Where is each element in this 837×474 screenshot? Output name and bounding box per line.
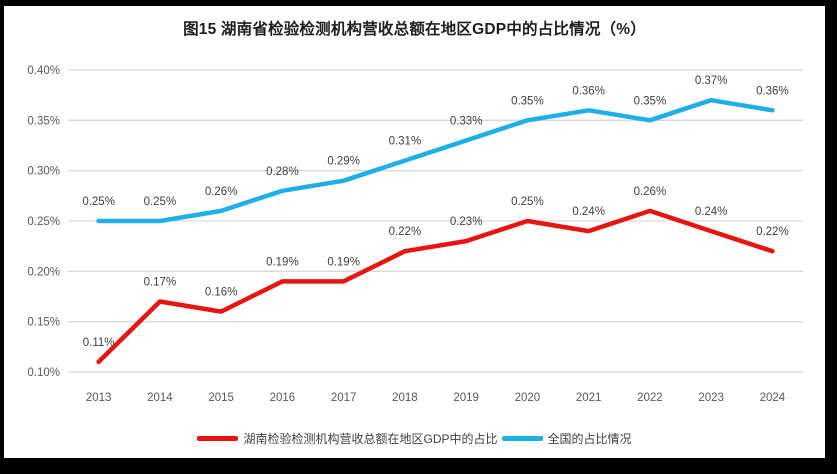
x-axis-tick-label: 2021 (576, 392, 602, 404)
y-axis-tick-label: 0.30% (27, 166, 60, 178)
data-label: 0.24% (695, 206, 728, 218)
y-axis-tick-label: 0.20% (27, 266, 60, 278)
x-axis-tick-label: 2019 (453, 392, 479, 404)
line-chart-plot-area: 0.10% 0.15% 0.20% 0.25% 0.30% 0.35% 0.40% 2013 2… (27, 65, 803, 404)
data-label: 0.36% (756, 85, 789, 97)
legend-label-national: 全国的占比情况 (547, 432, 632, 446)
data-label: 0.28% (266, 166, 299, 178)
data-label: 0.22% (756, 226, 789, 238)
data-label: 0.25% (511, 196, 544, 208)
data-label: 0.26% (634, 186, 667, 198)
x-axis-tick-label: 2023 (698, 392, 724, 404)
x-axis-tick-label: 2017 (331, 392, 357, 404)
y-axis-tick-label: 0.15% (27, 317, 60, 329)
data-label: 0.35% (511, 95, 544, 107)
data-label: 0.25% (144, 196, 177, 208)
data-label: 0.19% (327, 256, 360, 268)
y-axis-tick-label: 0.10% (27, 367, 60, 379)
x-axis-tick-label: 2013 (86, 392, 112, 404)
data-label: 0.37% (695, 75, 728, 87)
data-label: 0.22% (389, 226, 422, 238)
series-line-hunan (96, 208, 775, 365)
legend-swatch-hunan-red-line (197, 436, 239, 441)
series-line-national (96, 97, 775, 224)
data-label: 0.29% (327, 156, 360, 168)
data-label: 0.25% (82, 196, 115, 208)
data-label: 0.24% (572, 206, 605, 218)
data-label: 0.35% (634, 95, 667, 107)
data-label: 0.33% (450, 115, 483, 127)
x-axis-tick-label: 2020 (515, 392, 541, 404)
data-label: 0.31% (389, 136, 422, 148)
data-label: 0.19% (266, 256, 299, 268)
legend-item-national: 全国的占比情况 (501, 430, 632, 447)
data-label: 0.17% (144, 277, 177, 289)
x-axis-tick-label: 2018 (392, 392, 418, 404)
legend-label-hunan: 湖南检验检测机构营收总额在地区GDP中的占比 (243, 432, 498, 446)
legend-swatch-national-blue-line (501, 436, 543, 441)
x-axis-tick-label: 2015 (208, 392, 234, 404)
x-axis-tick-label: 2014 (147, 392, 173, 404)
data-label: 0.11% (83, 337, 115, 349)
data-label: 0.36% (572, 85, 605, 97)
x-axis-tick-label: 2022 (637, 392, 663, 404)
data-label: 0.23% (450, 216, 483, 228)
x-axis-tick-label: 2016 (270, 392, 296, 404)
y-axis-tick-label: 0.35% (27, 115, 60, 127)
legend-item-hunan: 湖南检验检测机构营收总额在地区GDP中的占比 (197, 430, 498, 447)
chart-panel: 0.10% 0.15% 0.20% 0.25% 0.30% 0.35% 0.40% 2013 2… (4, 6, 825, 458)
legend: 湖南检验检测机构营收总额在地区GDP中的占比 全国的占比情况 (4, 430, 825, 447)
y-axis-tick-label: 0.25% (27, 216, 60, 228)
chart-title: 图15 湖南省检验检测机构营收总额在地区GDP中的占比情况（%） (183, 21, 646, 38)
y-axis-tick-label: 0.40% (27, 65, 60, 77)
data-label: 0.26% (205, 186, 238, 198)
x-axis-tick-label: 2024 (760, 392, 786, 404)
data-label: 0.16% (205, 287, 238, 299)
